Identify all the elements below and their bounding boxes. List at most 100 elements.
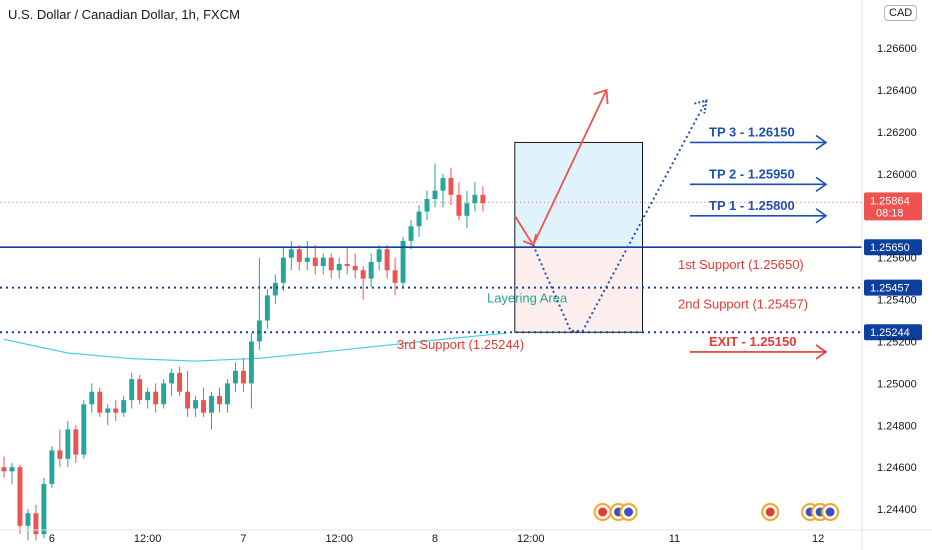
exit-label: EXIT - 1.25150 <box>709 334 796 349</box>
candle-body <box>472 194 478 204</box>
tp2-label: TP 2 - 1.25950 <box>709 166 795 181</box>
candle-body <box>177 372 183 392</box>
profit-zone-box <box>514 141 644 248</box>
candle-body <box>336 263 342 271</box>
candle-body <box>448 178 454 195</box>
time-tick-label: 12:00 <box>325 533 353 545</box>
candle-body <box>272 282 278 296</box>
tp1-label: TP 1 - 1.25800 <box>709 198 795 213</box>
level-price-badge <box>864 279 922 296</box>
level-price-label: 1.25650 <box>870 242 910 254</box>
candle-body <box>304 257 310 262</box>
tp1-arrow-head <box>815 208 828 224</box>
bar-countdown-label: 08:18 <box>876 207 904 219</box>
candle-body <box>97 391 103 413</box>
candle-body <box>129 379 135 401</box>
candle-body <box>17 467 23 526</box>
price-tick-label: 1.24400 <box>877 504 917 516</box>
candle-body <box>137 379 143 401</box>
chart-title: U.S. Dollar / Canadian Dollar, 1h, FXCM <box>8 7 240 22</box>
candle-body <box>368 261 374 279</box>
candle-body <box>344 263 350 267</box>
exit-arrow-head <box>815 344 828 360</box>
time-tick-label: 11 <box>669 533 680 545</box>
currency-badge[interactable]: CAD <box>884 5 918 21</box>
time-tick-label: 12 <box>812 533 824 545</box>
candle-body <box>416 211 422 227</box>
layering-area-label: Layering Area <box>487 291 568 306</box>
candle-body <box>464 203 470 216</box>
layering-path-arrow-head <box>694 99 708 114</box>
level-price-label: 1.25457 <box>870 283 910 295</box>
candle-body <box>408 226 414 241</box>
us-flag-icon <box>624 507 634 517</box>
candle-body <box>169 372 175 384</box>
support1-label: 1st Support (1.25650) <box>678 257 804 272</box>
candle-body <box>360 270 366 279</box>
price-tick-label: 1.25000 <box>877 378 917 390</box>
tp3-arrow-head <box>815 134 828 151</box>
candle-body <box>89 391 95 405</box>
candle-body <box>145 391 151 401</box>
price-tick-label: 1.25600 <box>877 253 917 265</box>
level-price-badge <box>864 239 922 256</box>
time-tick-label: 8 <box>432 533 438 545</box>
layering-path-arrow <box>532 100 708 332</box>
candle-body <box>312 257 318 267</box>
level-price-badge <box>864 324 922 341</box>
price-tick-label: 1.26000 <box>877 169 917 181</box>
time-tick-label: 7 <box>240 533 246 545</box>
candle-body <box>25 513 31 526</box>
candle-body <box>232 370 238 384</box>
candle-body <box>81 404 87 455</box>
price-tick-label: 1.24800 <box>877 420 917 432</box>
candle-body <box>161 383 167 405</box>
candle-body <box>392 270 398 283</box>
candle-body <box>264 295 270 321</box>
candle-body <box>376 249 382 262</box>
candle-body <box>256 320 262 342</box>
candle-body <box>217 395 222 405</box>
candle-body <box>320 257 326 267</box>
us-flag-icon <box>825 507 835 517</box>
last-price-label: 1.25864 <box>870 195 910 207</box>
time-tick-label: 6 <box>49 533 55 545</box>
candle-body <box>113 408 119 413</box>
price-tick-label: 1.26600 <box>877 43 917 55</box>
candle-body <box>209 395 214 413</box>
candle-body <box>193 400 199 409</box>
price-tick-label: 1.26400 <box>877 85 917 97</box>
level-price-label: 1.25244 <box>870 327 910 339</box>
candle-body <box>288 249 294 258</box>
candle-body <box>400 240 406 283</box>
canada-flag-icon <box>598 507 608 517</box>
candle-body <box>352 266 358 271</box>
candle-body <box>240 370 246 384</box>
candle-body <box>65 429 71 459</box>
candle-body <box>49 450 55 484</box>
canada-flag-icon <box>765 507 775 517</box>
candle-body <box>424 199 430 212</box>
candle-body <box>224 383 230 405</box>
candle-body <box>201 400 207 413</box>
price-tick-label: 1.25200 <box>877 336 917 348</box>
candle-body <box>9 467 15 472</box>
last-price-badge <box>864 192 922 221</box>
candle-body <box>121 400 127 413</box>
bullish-path-arrow-head <box>593 88 609 105</box>
time-tick-label: 12:00 <box>134 533 162 545</box>
moving-average-line <box>3 332 507 362</box>
candle-body <box>440 178 446 191</box>
candle-body <box>153 391 159 405</box>
candle-body <box>296 249 302 262</box>
candle-body <box>328 257 334 271</box>
price-tick-label: 1.26200 <box>877 127 917 139</box>
candle-body <box>57 450 63 459</box>
tp2-arrow-head <box>815 176 828 193</box>
candle-body <box>384 249 390 271</box>
candle-body <box>41 483 47 535</box>
support3-label: 3rd Support (1.25244) <box>397 337 524 352</box>
candle-body <box>105 408 111 413</box>
candle-body <box>280 257 286 283</box>
